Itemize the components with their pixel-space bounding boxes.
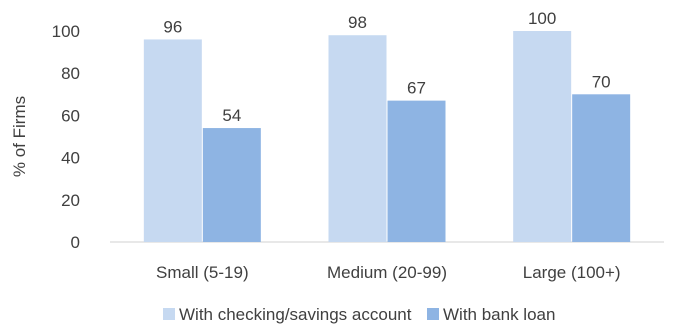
x-tick-label: Medium (20-99) bbox=[327, 263, 447, 282]
bars-layer bbox=[143, 31, 631, 242]
data-label: 67 bbox=[407, 79, 426, 98]
y-axis-title: % of Firms bbox=[10, 96, 29, 177]
legend: With checking/savings account With bank l… bbox=[163, 305, 555, 324]
legend-item: With bank loan bbox=[427, 305, 555, 324]
bar bbox=[143, 39, 202, 242]
legend-item: With checking/savings account bbox=[163, 305, 412, 324]
legend-swatch bbox=[427, 308, 439, 320]
y-tick-label: 60 bbox=[61, 106, 80, 125]
bar bbox=[387, 100, 446, 242]
bar bbox=[572, 94, 631, 242]
y-tick-label: 20 bbox=[61, 191, 80, 210]
legend-label: With checking/savings account bbox=[179, 305, 412, 324]
bar bbox=[202, 128, 261, 242]
y-tick-label: 40 bbox=[61, 149, 80, 168]
data-label: 98 bbox=[348, 13, 367, 32]
bar bbox=[513, 31, 572, 242]
data-labels-layer: 96 54 98 67 100 70 bbox=[163, 9, 610, 125]
data-label: 54 bbox=[222, 106, 241, 125]
x-tick-label: Large (100+) bbox=[523, 263, 621, 282]
y-tick-label: 80 bbox=[61, 64, 80, 83]
y-tick-label: 100 bbox=[52, 22, 80, 41]
legend-swatch bbox=[163, 308, 175, 320]
y-tick-label: 0 bbox=[71, 233, 80, 252]
y-tick-labels: 0 20 40 60 80 100 bbox=[52, 22, 80, 252]
data-label: 100 bbox=[528, 9, 556, 28]
data-label: 96 bbox=[163, 17, 182, 36]
x-tick-label: Small (5-19) bbox=[156, 263, 249, 282]
data-label: 70 bbox=[592, 72, 611, 91]
bar bbox=[328, 35, 387, 242]
legend-label: With bank loan bbox=[443, 305, 555, 324]
x-tick-labels: Small (5-19) Medium (20-99) Large (100+) bbox=[156, 263, 621, 282]
